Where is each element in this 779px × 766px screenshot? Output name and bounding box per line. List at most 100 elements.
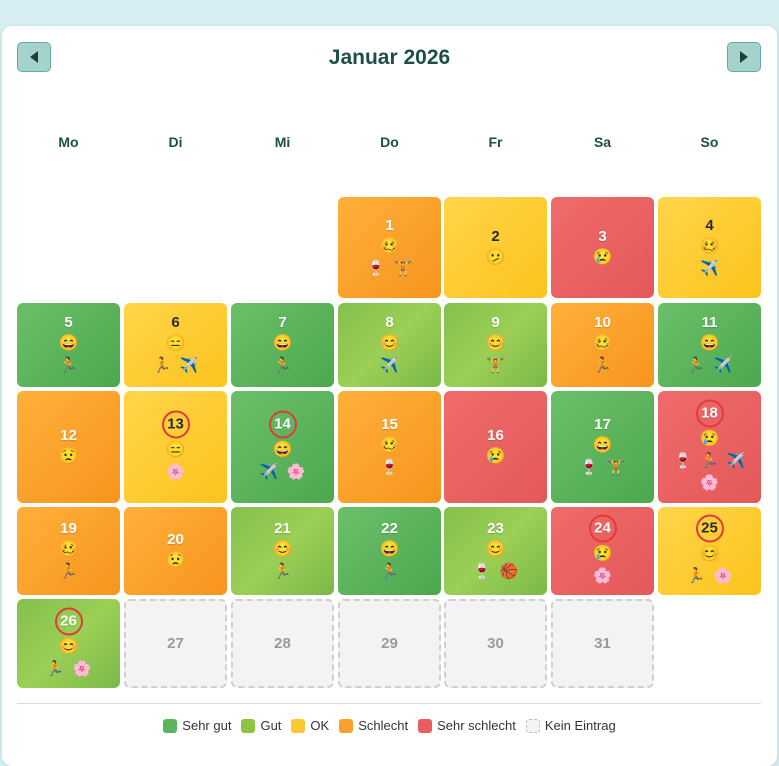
day-number: 24 <box>588 514 617 543</box>
day-cell-12[interactable]: 12 😟 <box>17 391 120 503</box>
day-content: 23 😊 🍷 🏀 <box>444 519 547 583</box>
next-month-button[interactable] <box>727 42 761 72</box>
day-number: 17 <box>594 416 611 433</box>
activity-icons: 🍷 🏃 ✈️ 🌸 <box>664 451 756 495</box>
activity-icon: 🏋️ <box>486 357 505 374</box>
day-cell-2[interactable]: 2 🫤 <box>444 197 547 298</box>
prev-month-button[interactable] <box>17 42 51 72</box>
day-cell-19[interactable]: 19 🥴 🏃 <box>17 507 120 595</box>
day-number: 12 <box>60 427 77 444</box>
day-number: 21 <box>274 520 291 537</box>
day-number: 2 <box>491 227 500 245</box>
activity-icon: 🏋️ <box>393 259 413 277</box>
day-cell-31[interactable]: 31 <box>551 599 654 688</box>
mood-icon: 😄 <box>379 541 400 558</box>
activity-icons: ✈️ <box>380 355 399 377</box>
activity-icons: 🏃 🌸 <box>46 658 91 680</box>
day-content: 29 <box>340 634 439 654</box>
day-content: 1 🥴 🍷 🏋️ <box>338 216 441 280</box>
weekday-header-fr: Fr <box>488 134 503 150</box>
day-cell-21[interactable]: 21 😊 🏃 <box>231 507 334 595</box>
day-cell-27[interactable]: 27 <box>124 599 227 688</box>
activity-icon: 🏃 <box>59 357 78 374</box>
day-cell-10[interactable]: 10 🥴 🏃 <box>551 303 654 387</box>
day-cell-26[interactable]: 26 😊 🏃 🌸 <box>17 599 120 688</box>
day-content: 2 🫤 <box>444 227 547 269</box>
day-content: 16 😢 <box>444 426 547 468</box>
day-number: 4 <box>705 216 714 234</box>
day-cell-8[interactable]: 8 😊 ✈️ <box>338 303 441 387</box>
day-cell-23[interactable]: 23 😊 🍷 🏀 <box>444 507 547 595</box>
activity-icon: 🍷 <box>472 563 492 580</box>
activity-icon: 🏃 <box>686 567 706 585</box>
activity-icon: 🍷 <box>380 459 399 476</box>
day-cell-24[interactable]: 24 😢 🌸 <box>551 507 654 595</box>
weekday-header-mi: Mi <box>274 134 291 150</box>
legend-item: Sehr schlecht <box>418 718 516 733</box>
day-number: 15 <box>381 416 398 433</box>
activity-icons: 🍷 🏋️ <box>580 457 625 479</box>
day-cell-3[interactable]: 3 😢 <box>551 197 654 298</box>
activity-icon: 🏃 <box>593 357 612 374</box>
day-cell-16[interactable]: 16 😢 <box>444 391 547 503</box>
day-content: 9 😊 🏋️ <box>444 313 547 377</box>
mood-icon: 😢 <box>592 248 613 266</box>
day-number: 19 <box>60 520 77 537</box>
mood-icon: 😢 <box>699 430 720 448</box>
day-cell-18[interactable]: 18 😢 🍷 🏃 ✈️ 🌸 <box>658 391 761 503</box>
day-number: 7 <box>278 314 287 331</box>
legend-item: Sehr gut <box>163 718 231 733</box>
day-content: 19 🥴 🏃 <box>17 519 120 583</box>
mood-icon: 😟 <box>58 448 79 465</box>
day-content: 31 <box>553 634 652 654</box>
day-cell-20[interactable]: 20 😟 <box>124 507 227 595</box>
legend: Sehr gut Gut OK Schlecht Sehr schlecht Kein E… <box>0 718 779 733</box>
day-cell-4[interactable]: 4 🥴 ✈️ <box>658 197 761 298</box>
day-content: 22 😄 🏃 <box>338 519 441 583</box>
activity-icon: 🍷 <box>579 459 599 476</box>
day-cell-29[interactable]: 29 <box>338 599 441 688</box>
day-content: 5 😄 🏃 <box>17 313 120 377</box>
activity-icons: 🏃 ✈️ <box>153 355 198 377</box>
day-content: 25 😊 🏃 🌸 <box>658 514 761 588</box>
day-cell-28[interactable]: 28 <box>231 599 334 688</box>
day-cell-11[interactable]: 11 😄 🏃 ✈️ <box>658 303 761 387</box>
month-title: Januar 2026 <box>328 46 451 69</box>
activity-icon: 🏃 <box>273 563 292 580</box>
day-number: 26 <box>54 607 83 635</box>
day-cell-22[interactable]: 22 😄 🏃 <box>338 507 441 595</box>
day-number: 10 <box>594 314 611 331</box>
day-cell-1[interactable]: 1 🥴 🍷 🏋️ <box>338 197 441 298</box>
day-content: 7 😄 🏃 <box>231 313 334 377</box>
mood-icon: 😄 <box>272 335 293 352</box>
activity-icon: ✈️ <box>380 357 399 374</box>
day-number: 20 <box>167 531 184 548</box>
day-cell-25[interactable]: 25 😊 🏃 🌸 <box>658 507 761 595</box>
day-cell-14[interactable]: 14 😄 ✈️ 🌸 <box>231 391 334 503</box>
day-cell-6[interactable]: 6 😑 🏃 ✈️ <box>124 303 227 387</box>
day-content: 18 😢 🍷 🏃 ✈️ 🌸 <box>658 399 761 495</box>
day-content: 8 😊 ✈️ <box>338 313 441 377</box>
day-content: 6 😑 🏃 ✈️ <box>124 313 227 377</box>
legend-divider <box>17 703 761 704</box>
activity-icons: ✈️ <box>700 258 719 280</box>
activity-icons: 🍷 🏋️ <box>367 258 412 280</box>
activity-icon: 🌸 <box>286 463 306 481</box>
mood-icon: 😊 <box>485 335 506 352</box>
day-content: 21 😊 🏃 <box>231 519 334 583</box>
activity-icon: 🏃 <box>700 452 719 470</box>
day-cell-9[interactable]: 9 😊 🏋️ <box>444 303 547 387</box>
mood-icon: 🥴 <box>58 541 79 558</box>
day-number: 25 <box>695 514 724 543</box>
mood-icon: 😢 <box>485 448 506 465</box>
day-cell-13[interactable]: 13 😑 🌸 <box>124 391 227 503</box>
day-cell-30[interactable]: 30 <box>444 599 547 688</box>
day-number: 30 <box>487 634 504 652</box>
activity-icon: 🌸 <box>72 660 92 677</box>
day-cell-5[interactable]: 5 😄 🏃 <box>17 303 120 387</box>
activity-icon: 🍷 <box>366 259 386 277</box>
day-cell-17[interactable]: 17 😄 🍷 🏋️ <box>551 391 654 503</box>
day-cell-15[interactable]: 15 🥴 🍷 <box>338 391 441 503</box>
legend-swatch <box>291 718 306 733</box>
day-cell-7[interactable]: 7 😄 🏃 <box>231 303 334 387</box>
